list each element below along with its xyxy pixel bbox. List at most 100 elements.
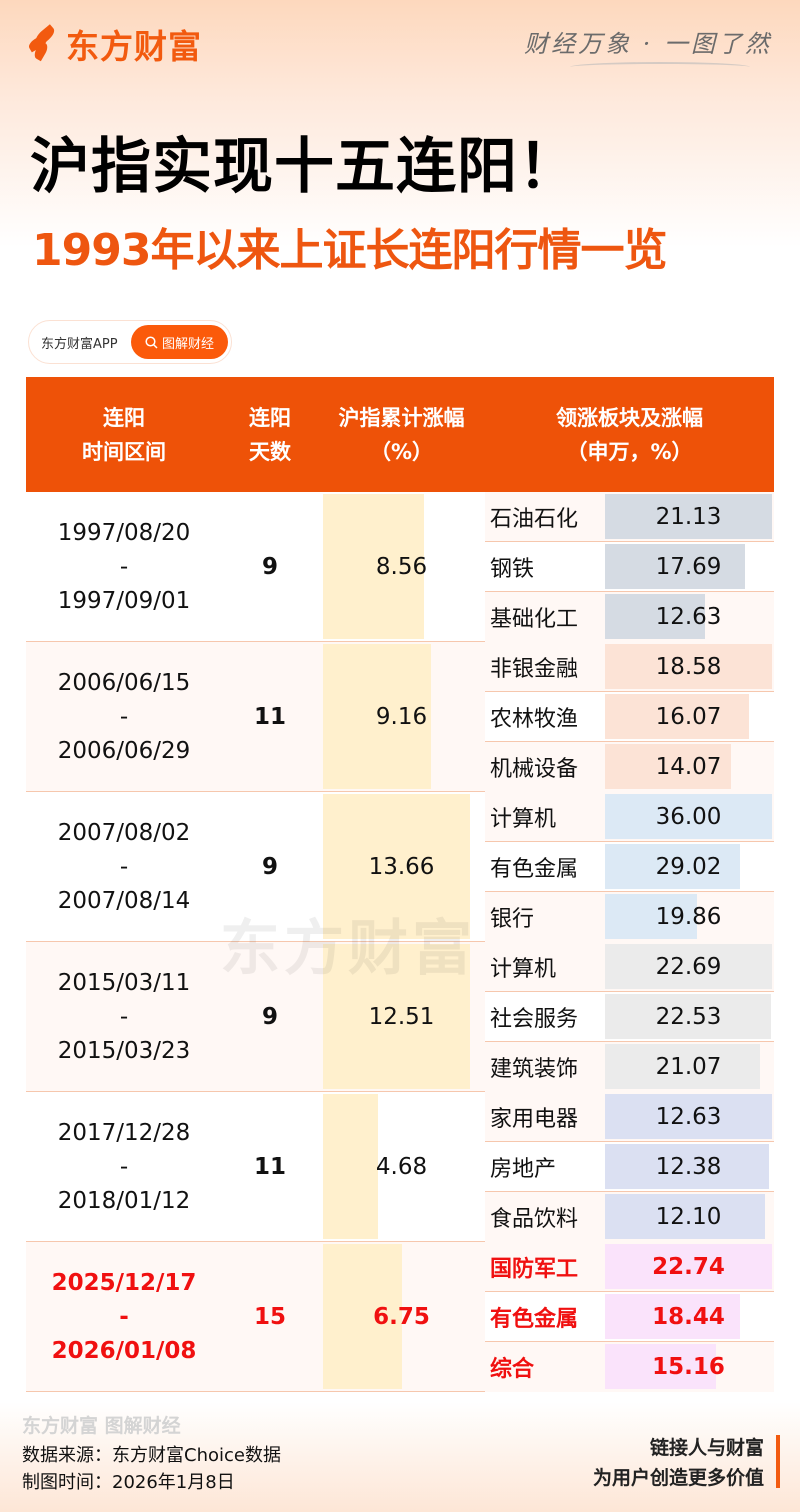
sector-name: 钢铁: [490, 556, 535, 582]
sector-bar: [605, 994, 771, 1039]
index-bar: [323, 794, 470, 939]
sector-bar: [605, 844, 740, 889]
index-gain: 4.68: [375, 1153, 428, 1180]
sector-row: 家用电器 12.63: [485, 1092, 774, 1142]
tagline-line-1: 链接人与财富: [649, 1437, 764, 1459]
sector-name: 建筑装饰: [490, 1056, 579, 1082]
sector-bar: [605, 894, 698, 939]
date-range: 2006/06/15-2006/06/29: [57, 669, 191, 764]
search-icon: [145, 335, 158, 349]
sector-row: 非银金融 18.58: [485, 642, 774, 692]
sector-bar: [605, 494, 772, 539]
date-range: 2007/08/02-2007/08/14: [57, 819, 191, 914]
table-row: 1997/08/20-1997/09/01 9 8.56 石油石化 21.13 …: [26, 492, 774, 642]
header-period: 连阳 时间区间: [82, 405, 166, 464]
sector-gain: 15.16: [652, 1353, 725, 1380]
sector-name: 农林牧渔: [490, 706, 579, 732]
date-range: 2025/12/17-2026/01/08: [51, 1269, 197, 1364]
date-range: 2015/03/11-2015/03/23: [57, 969, 191, 1064]
sector-bar: [605, 544, 745, 589]
sector-name: 机械设备: [490, 756, 579, 782]
streak-days: 15: [253, 1303, 286, 1330]
sector-gain: 12.63: [655, 1103, 722, 1130]
brush-stroke: [570, 62, 750, 72]
table-row: 2017/12/28-2018/01/12 11 4.68 家用电器 12.63…: [26, 1092, 774, 1242]
sector-row: 机械设备 14.07: [485, 742, 774, 792]
sector-bar: [605, 744, 732, 789]
footer-tagline: 链接人与财富 为用户创造更多价值: [593, 1433, 764, 1493]
sector-row: 基础化工 12.63: [485, 592, 774, 642]
sector-gain: 12.38: [655, 1153, 722, 1180]
data-source: 数据来源：东方财富Choice数据: [22, 1445, 281, 1466]
sector-row: 房地产 12.38: [485, 1142, 774, 1192]
search-label: 图解财经: [161, 336, 214, 352]
index-bar: [323, 494, 424, 639]
sector-row: 有色金属 18.44: [485, 1292, 774, 1342]
sector-bar: [605, 1344, 717, 1389]
sector-gain: 18.58: [655, 653, 722, 680]
sector-bar: [605, 944, 772, 989]
app-search-pill[interactable]: 东方财富APP 图解财经: [28, 320, 232, 364]
app-label: 东方财富APP: [41, 336, 118, 352]
tagline-line-2: 为用户创造更多价值: [592, 1467, 764, 1489]
sector-name: 社会服务: [490, 1006, 579, 1032]
sector-row: 银行 19.86: [485, 892, 774, 942]
search-button[interactable]: 图解财经: [131, 325, 228, 359]
sector-row: 有色金属 29.02: [485, 842, 774, 892]
index-bar: [323, 1244, 403, 1389]
sector-bar: [605, 644, 772, 689]
sector-bar: [605, 1094, 772, 1139]
sector-row: 国防军工 22.74: [485, 1242, 774, 1292]
header-sectors: 领涨板块及涨幅 （申万，%）: [556, 405, 703, 464]
index-bar: [323, 1094, 378, 1239]
table-header: 连阳 时间区间 连阳 天数 沪指累计涨幅 （%） 领涨板块及涨幅 （申万，%）: [26, 377, 774, 492]
sector-bar: [605, 1194, 765, 1239]
footer-source: 数据来源：东方财富Choice数据 制图时间：2026年1月8日: [22, 1442, 281, 1496]
sector-gain: 22.69: [655, 953, 722, 980]
sector-row: 综合 15.16: [485, 1342, 774, 1392]
sector-name: 计算机: [490, 806, 557, 832]
streak-days: 9: [261, 853, 278, 880]
sector-name: 国防军工: [490, 1256, 579, 1282]
streak-table: 连阳 时间区间 连阳 天数 沪指累计涨幅 （%） 领涨板块及涨幅 （申万，%） 1997…: [26, 377, 774, 1392]
sector-row: 食品饮料 12.10: [485, 1192, 774, 1242]
sector-name: 银行: [490, 906, 535, 932]
sector-row: 社会服务 22.53: [485, 992, 774, 1042]
sector-gain: 18.44: [652, 1303, 725, 1330]
index-bar: [323, 644, 431, 789]
sector-gain: 21.13: [655, 503, 722, 530]
flame-logo-icon: [24, 24, 60, 64]
sector-row: 石油石化 21.13: [485, 492, 774, 542]
sector-name: 有色金属: [490, 856, 579, 882]
index-gain: 13.66: [368, 853, 435, 880]
sector-row: 计算机 22.69: [485, 942, 774, 992]
table-body: 1997/08/20-1997/09/01 9 8.56 石油石化 21.13 …: [26, 492, 774, 1392]
streak-days: 11: [253, 703, 286, 730]
sector-name: 非银金融: [490, 656, 579, 682]
header-index: 沪指累计涨幅 （%）: [338, 405, 465, 464]
date-range: 1997/08/20-1997/09/01: [57, 519, 191, 614]
sector-row: 计算机 36.00: [485, 792, 774, 842]
table-row: 2006/06/15-2006/06/29 11 9.16 非银金融 18.58…: [26, 642, 774, 792]
page-title: 沪指实现十五连阳！: [30, 132, 579, 202]
sector-gain: 14.07: [655, 753, 722, 780]
footer-logo: 东方财富 图解财经: [22, 1415, 181, 1437]
header-background: [0, 0, 800, 330]
sector-bar: [605, 594, 705, 639]
sector-bar: [605, 794, 772, 839]
sector-bar: [605, 694, 750, 739]
sector-name: 计算机: [490, 956, 557, 982]
date-range: 2017/12/28-2018/01/12: [57, 1119, 191, 1214]
sector-gain: 12.63: [655, 603, 722, 630]
table-row: 2025/12/17-2026/01/08 15 6.75 国防军工 22.74…: [26, 1242, 774, 1392]
sector-row: 农林牧渔 16.07: [485, 692, 774, 742]
watermark-logo: 东方财富: [220, 914, 476, 984]
sector-name: 石油石化: [490, 506, 579, 532]
sector-gain: 29.02: [655, 853, 722, 880]
sector-row: 钢铁 17.69: [485, 542, 774, 592]
streak-days: 11: [253, 1153, 286, 1180]
header-days: 连阳 天数: [249, 405, 291, 464]
sector-bar: [605, 1294, 741, 1339]
streak-days: 9: [261, 1003, 278, 1030]
table-row: 2007/08/02-2007/08/14 9 13.66 计算机 36.00 …: [26, 792, 774, 942]
